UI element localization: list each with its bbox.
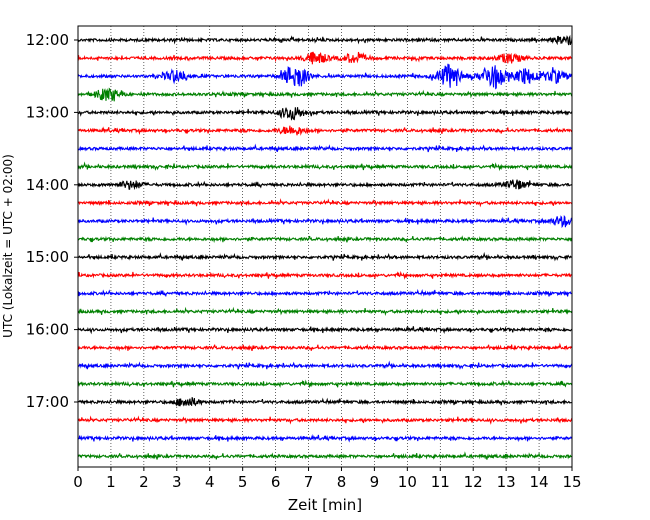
y-tick-label: 15:00 — [26, 248, 69, 266]
x-tick-label: 2 — [139, 473, 149, 491]
y-tick-label: 16:00 — [26, 321, 69, 339]
x-tick-label: 15 — [562, 473, 581, 491]
x-tick-label: 14 — [530, 473, 549, 491]
trace-1645 — [77, 379, 573, 389]
y-tick-label: 14:00 — [26, 176, 69, 194]
x-tick-label: 3 — [172, 473, 182, 491]
trace-1600 — [77, 325, 573, 335]
x-tick-label: 0 — [73, 473, 83, 491]
trace-1300 — [77, 107, 573, 121]
trace-1215 — [77, 51, 573, 65]
seismic-traces — [77, 34, 573, 460]
trace-1345 — [77, 161, 573, 172]
trace-1615 — [77, 342, 573, 352]
trace-1500 — [77, 251, 573, 262]
x-tick-label: 9 — [370, 473, 380, 491]
trace-1315 — [77, 125, 573, 136]
x-tick-label: 5 — [238, 473, 248, 491]
y-tick-label: 17:00 — [26, 393, 69, 411]
y-tick-label: 12:00 — [26, 31, 69, 49]
x-tick-label: 13 — [497, 473, 516, 491]
x-tick-label: 7 — [304, 473, 314, 491]
y-axis-ticks: 12:00 13:00 14:00 15:00 16:00 17:00 — [26, 31, 78, 411]
trace-1515 — [77, 270, 573, 280]
y-axis-title: UTC (Lokalzeit = UTC + 02:00) — [1, 154, 15, 338]
trace-1400 — [77, 179, 573, 191]
trace-1715 — [77, 415, 573, 425]
plot-frame — [77, 25, 573, 468]
trace-1730 — [77, 433, 573, 443]
x-axis-ticks: 0 1 2 3 4 5 6 7 8 9 10 11 12 13 14 15 — [73, 467, 582, 491]
trace-1530 — [77, 288, 573, 298]
trace-1430 — [77, 214, 573, 229]
trace-1545 — [77, 306, 573, 317]
x-tick-label: 6 — [271, 473, 281, 491]
trace-1745 — [77, 451, 573, 460]
x-tick-label: 8 — [337, 473, 347, 491]
x-tick-label: 11 — [431, 473, 450, 491]
x-tick-label: 4 — [205, 473, 215, 491]
x-tick-label: 10 — [398, 473, 417, 491]
y-tick-label: 13:00 — [26, 103, 69, 121]
trace-1230 — [77, 63, 573, 90]
trace-1445 — [77, 235, 573, 244]
trace-1700 — [77, 397, 573, 407]
trace-1245 — [77, 87, 573, 102]
x-axis-title: Zeit [min] — [288, 496, 362, 514]
x-tick-label: 12 — [464, 473, 483, 491]
trace-1200 — [77, 34, 573, 46]
trace-1330 — [77, 143, 573, 153]
trace-1630 — [77, 360, 573, 370]
trace-1415 — [77, 198, 573, 208]
x-tick-label: 1 — [106, 473, 116, 491]
